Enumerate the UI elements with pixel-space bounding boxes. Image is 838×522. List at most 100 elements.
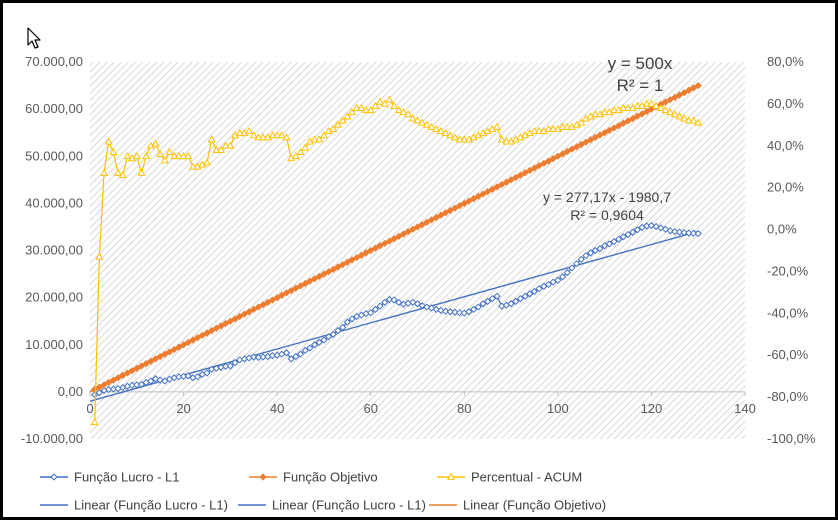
data-point bbox=[193, 373, 202, 381]
data-point bbox=[151, 355, 160, 363]
data-point bbox=[315, 272, 323, 281]
data-point bbox=[277, 131, 286, 139]
data-point bbox=[109, 376, 118, 384]
data-point bbox=[647, 99, 656, 107]
data-point bbox=[161, 350, 169, 358]
data-point bbox=[455, 135, 464, 143]
data-point bbox=[343, 258, 351, 266]
data-point bbox=[235, 129, 244, 137]
data-point bbox=[151, 375, 160, 383]
data-point bbox=[104, 137, 113, 145]
data-point bbox=[357, 103, 366, 111]
data-point bbox=[362, 249, 370, 257]
data-point bbox=[544, 280, 553, 289]
data-point bbox=[226, 362, 234, 370]
data-point bbox=[605, 240, 613, 248]
data-point bbox=[147, 357, 155, 365]
data-point bbox=[343, 318, 351, 326]
data-point bbox=[615, 235, 623, 243]
y2-tick-label: -100,0% bbox=[767, 431, 816, 446]
data-point bbox=[324, 268, 333, 276]
y-tick-label: 70.000,00 bbox=[25, 54, 83, 69]
data-point bbox=[217, 322, 225, 330]
data-point bbox=[151, 139, 160, 147]
data-point bbox=[474, 303, 482, 311]
data-point bbox=[675, 228, 684, 236]
data-point bbox=[657, 224, 665, 232]
data-point bbox=[114, 168, 123, 176]
data-point bbox=[601, 242, 609, 250]
data-point bbox=[165, 348, 174, 356]
data-point bbox=[399, 108, 408, 116]
data-point bbox=[320, 336, 328, 344]
series-Função Objetivo bbox=[91, 81, 702, 394]
data-point bbox=[282, 289, 291, 297]
data-point bbox=[395, 298, 403, 306]
data-point bbox=[273, 131, 282, 139]
data-point bbox=[591, 246, 599, 255]
data-point bbox=[577, 255, 585, 264]
data-point bbox=[685, 229, 693, 237]
data-point bbox=[484, 297, 492, 306]
data-point bbox=[367, 246, 375, 255]
data-point bbox=[161, 377, 169, 385]
data-point bbox=[642, 99, 651, 107]
data-point bbox=[680, 114, 689, 122]
data-point bbox=[296, 147, 305, 155]
data-point bbox=[353, 253, 361, 262]
data-point bbox=[282, 133, 291, 141]
data-point bbox=[339, 323, 347, 331]
data-point bbox=[189, 336, 197, 344]
data-point bbox=[521, 169, 529, 177]
data-point bbox=[338, 116, 347, 124]
data-point bbox=[91, 391, 99, 399]
data-point bbox=[446, 308, 454, 316]
data-point bbox=[226, 317, 234, 325]
data-point bbox=[596, 245, 604, 253]
data-point bbox=[334, 327, 342, 335]
data-point bbox=[451, 204, 459, 212]
data-point bbox=[268, 131, 277, 139]
data-point bbox=[170, 152, 179, 160]
data-point bbox=[535, 285, 543, 293]
data-point bbox=[371, 101, 380, 109]
data-point bbox=[600, 108, 609, 116]
data-point bbox=[465, 308, 473, 316]
data-point bbox=[376, 97, 385, 105]
legend-label: Função Objetivo bbox=[283, 470, 378, 485]
data-point bbox=[310, 341, 319, 349]
data-point bbox=[95, 389, 103, 397]
x-tick-label: 40 bbox=[270, 401, 284, 416]
data-point bbox=[633, 226, 642, 234]
data-point bbox=[540, 282, 548, 290]
data-point bbox=[689, 229, 698, 237]
data-point bbox=[128, 367, 136, 375]
data-point bbox=[591, 110, 600, 118]
data-point bbox=[259, 301, 267, 309]
data-point bbox=[502, 137, 511, 145]
legend-entry: Linear (Função Lucro - L1) bbox=[238, 498, 426, 513]
data-point bbox=[381, 239, 389, 248]
data-point bbox=[132, 152, 141, 160]
data-point bbox=[50, 473, 58, 481]
data-point bbox=[446, 472, 456, 480]
y-tick-label: 50.000,00 bbox=[25, 148, 83, 163]
data-point bbox=[671, 228, 679, 236]
data-point bbox=[647, 221, 656, 230]
data-point bbox=[114, 374, 122, 382]
data-point bbox=[577, 140, 585, 149]
data-point bbox=[371, 305, 380, 314]
data-point bbox=[329, 330, 337, 338]
data-point bbox=[142, 359, 150, 368]
data-point bbox=[652, 101, 661, 109]
y-tick-label: -10.000,00 bbox=[21, 431, 83, 446]
data-point bbox=[549, 278, 557, 286]
data-point bbox=[563, 122, 572, 130]
data-point bbox=[137, 362, 146, 370]
data-point bbox=[329, 124, 338, 132]
data-point bbox=[656, 103, 665, 111]
data-point bbox=[586, 249, 595, 257]
data-point bbox=[530, 164, 539, 172]
data-point bbox=[250, 305, 258, 314]
data-point bbox=[694, 229, 702, 238]
